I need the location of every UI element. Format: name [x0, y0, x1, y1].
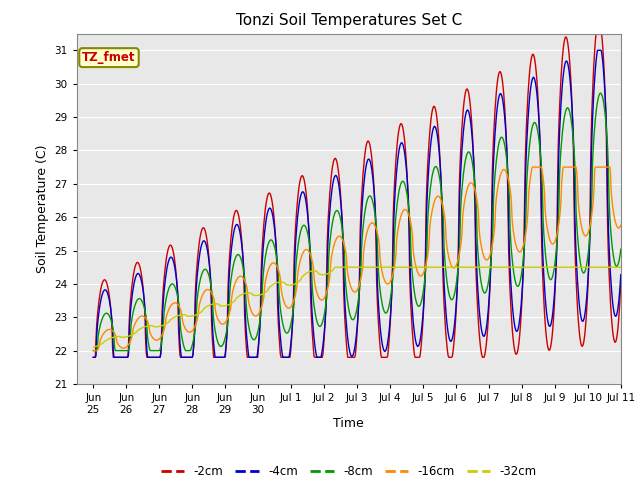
- X-axis label: Time: Time: [333, 418, 364, 431]
- Y-axis label: Soil Temperature (C): Soil Temperature (C): [36, 144, 49, 273]
- Title: Tonzi Soil Temperatures Set C: Tonzi Soil Temperatures Set C: [236, 13, 462, 28]
- Text: TZ_fmet: TZ_fmet: [82, 51, 136, 64]
- Legend: -2cm, -4cm, -8cm, -16cm, -32cm: -2cm, -4cm, -8cm, -16cm, -32cm: [156, 461, 541, 480]
